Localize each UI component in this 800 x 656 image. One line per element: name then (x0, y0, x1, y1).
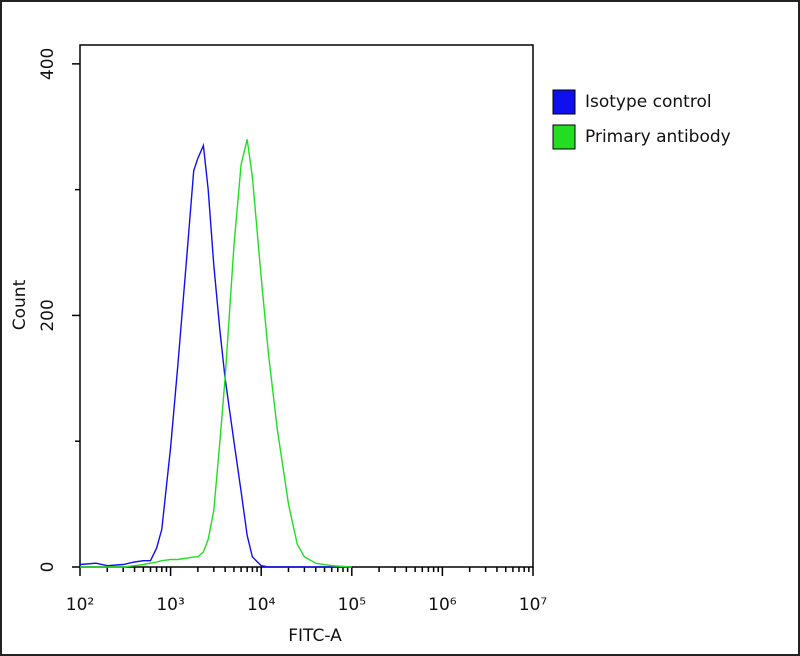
y-tick-label: 0 (38, 562, 58, 573)
legend-label: Primary antibody (585, 127, 731, 147)
y-tick-label: 200 (38, 299, 58, 331)
x-tick-label: 10⁴ (247, 595, 276, 615)
x-tick-label: 10³ (156, 595, 184, 615)
legend-swatch (552, 89, 576, 115)
x-tick-label: 10⁵ (338, 595, 366, 615)
x-tick-label: 10⁷ (519, 595, 548, 615)
series-line (80, 139, 352, 568)
y-axis-label: Count (10, 279, 30, 330)
x-tick-label: 10² (66, 595, 94, 615)
legend-label: Isotype control (585, 92, 712, 112)
legend-swatch (552, 124, 576, 150)
series-line (79, 142, 352, 568)
x-axis-label: FITC-A (288, 626, 342, 646)
x-tick-label: 10⁶ (428, 595, 457, 615)
y-tick-label: 400 (38, 48, 58, 80)
